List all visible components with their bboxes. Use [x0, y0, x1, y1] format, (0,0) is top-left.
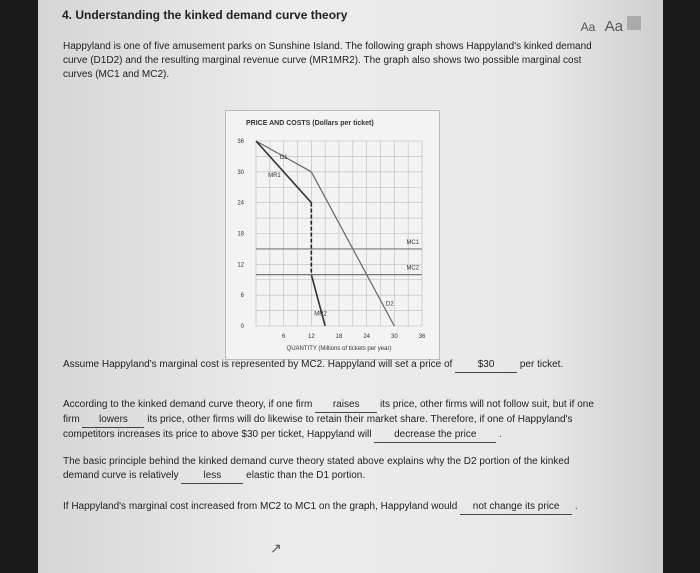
question-page: 4. Understanding the kinked demand curve… [38, 0, 663, 573]
q4-text-2: . [574, 501, 578, 512]
series-label-d1: D1 [280, 155, 288, 161]
question-3: The basic principle behind the kinked de… [63, 455, 603, 484]
q3-text-1: The basic principle behind the kinked de… [63, 456, 570, 481]
x-tick-label: 18 [336, 334, 343, 340]
mouse-cursor-icon: ↗ [270, 540, 282, 556]
q4-answer-dropdown[interactable]: not change its price [460, 500, 573, 515]
chart-svg: PRICE AND COSTS (Dollars per ticket) 6 12 1… [237, 120, 426, 352]
q1-text: Assume Happyland's marginal cost is repr… [63, 359, 453, 370]
y-tick-label: 24 [237, 201, 244, 207]
font-large-button[interactable]: Aa [604, 18, 623, 35]
q2-answer-3-dropdown[interactable]: decrease the price [374, 428, 497, 443]
y-tick-label: 36 [237, 139, 244, 145]
q2-answer-1-dropdown[interactable]: raises [315, 398, 378, 413]
series-label-mr1: MR1 [268, 173, 281, 179]
q3-text-2: elastic than the D1 portion. [246, 470, 366, 481]
q2-text-4: . [499, 429, 502, 440]
chart-title: PRICE AND COSTS (Dollars per ticket) [246, 120, 374, 127]
kinked-demand-chart: PRICE AND COSTS (Dollars per ticket) 6 12 1… [225, 110, 440, 360]
intro-text: Happyland is one of five amusement parks… [63, 41, 592, 80]
font-size-controls: Aa Aa [575, 18, 623, 35]
y-tick-label: 18 [237, 232, 244, 238]
q4-text-1: If Happyland's marginal cost increased f… [63, 501, 458, 512]
series-d1 [255, 140, 312, 173]
y-tick-label: 0 [241, 324, 245, 330]
series-label-d2: D2 [386, 301, 394, 307]
q2-answer-2-dropdown[interactable]: lowers [82, 413, 145, 428]
x-tick-label: 36 [419, 334, 426, 340]
series-mr2 [310, 274, 326, 327]
q2-text-3: its price, other firms will do likewise … [63, 414, 573, 440]
y-tick-label: 30 [237, 170, 244, 176]
printer-icon[interactable] [627, 16, 641, 30]
q2-text-2: its price, other firms will not follow s… [63, 399, 594, 425]
q2-text-1: According to the kinked demand curve the… [63, 399, 313, 410]
font-small-button[interactable]: Aa [580, 20, 596, 34]
q1-text-end: per ticket. [519, 359, 564, 370]
x-tick-label: 12 [308, 334, 315, 340]
series-label-mc2: MC2 [406, 265, 419, 271]
y-tick-label: 12 [237, 262, 244, 268]
series-mr1 [255, 140, 312, 204]
q3-answer-dropdown[interactable]: less [181, 469, 244, 484]
question-4: If Happyland's marginal cost increased f… [63, 500, 603, 515]
q1-answer-dropdown[interactable]: $30 [455, 358, 518, 373]
series-label-mc1: MC1 [406, 240, 419, 246]
series-label-mr2: MR2 [314, 312, 327, 318]
question-2: According to the kinked demand curve the… [63, 398, 603, 443]
y-tick-label: 6 [241, 293, 245, 299]
x-tick-label: 6 [282, 334, 286, 340]
x-tick-label: 30 [391, 334, 398, 340]
question-title: 4. Understanding the kinked demand curve… [62, 8, 348, 22]
x-axis-label: QUANTITY (Millions of tickets per year) [287, 346, 392, 352]
question-1: Assume Happyland's marginal cost is repr… [63, 358, 603, 373]
x-tick-label: 24 [363, 334, 370, 340]
